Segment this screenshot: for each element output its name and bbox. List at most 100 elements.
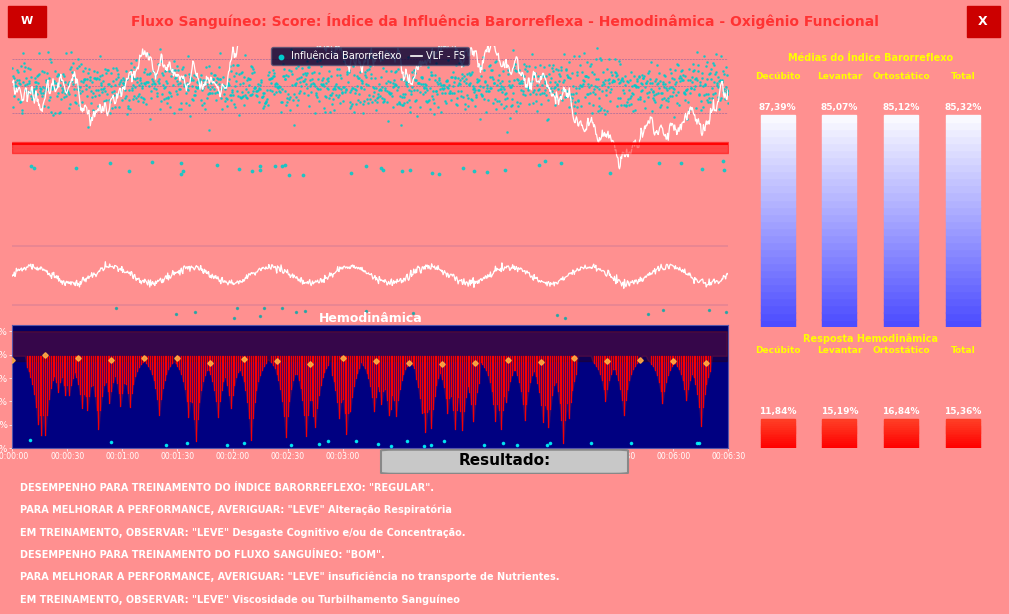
Point [297,68,313,77]
Point [641,87,657,96]
Point [574,82,590,91]
Bar [884,319,918,327]
Text: Decúbito: Decúbito [755,346,800,355]
Point [95,76,111,86]
Point [527,71,543,81]
Point [208,77,224,87]
Bar [761,136,795,143]
Point [363,74,379,84]
Bar [884,444,918,446]
Point [344,83,360,93]
Point [250,98,266,107]
Point [610,93,627,103]
Point [551,76,567,86]
Point [151,104,167,114]
Point [161,88,178,98]
Point [158,441,175,451]
Point [402,102,418,112]
Point [467,93,483,103]
Point [5,81,21,91]
Point [8,81,24,91]
Point [103,68,119,77]
Point [136,68,152,77]
Point [656,305,672,315]
Bar [945,277,980,284]
Point [383,88,400,98]
Point [474,90,490,100]
Point [461,79,477,89]
Point [273,161,290,171]
Point [157,76,174,86]
Point [456,71,472,80]
Point [180,85,196,95]
Bar [822,164,857,171]
Bar [822,277,857,284]
Point [14,105,30,115]
Point [534,80,550,90]
Point [539,82,555,92]
Point [173,98,189,108]
Point [571,83,587,93]
Point [575,76,591,85]
Point [255,91,271,101]
Point [219,101,235,111]
Point [158,65,175,75]
Point [406,85,422,95]
Point [701,305,717,315]
Point [500,76,517,86]
Point [252,75,268,85]
Point [507,60,523,69]
Point [355,99,371,109]
Point [390,82,407,92]
Bar [761,422,795,425]
Point [538,90,554,100]
Point [296,76,312,86]
Point [310,74,326,84]
Point [171,65,187,75]
Point [702,98,718,107]
Bar [884,313,918,319]
Bar [761,185,795,192]
Point [186,90,202,99]
Bar [884,164,918,171]
Point [258,96,274,106]
Point [267,88,284,98]
Point [358,79,374,88]
Point [346,107,362,117]
Point [614,73,631,83]
Point [654,94,670,104]
Legend: Influência Barorreflexo, VLF - FS: Influência Barorreflexo, VLF - FS [271,47,469,65]
Point [699,57,715,67]
Point [38,75,54,85]
Point [608,72,625,82]
Point [308,90,324,100]
Point [43,107,60,117]
Point [668,90,684,100]
Point [620,94,636,104]
Point [424,168,440,177]
Point [276,71,293,81]
Point [563,96,579,106]
Point [171,85,187,95]
Point [570,95,586,105]
Point [167,85,184,95]
Point [684,72,700,82]
Text: Médias do Índice Barorreflexo: Médias do Índice Barorreflexo [788,53,952,63]
Point [331,83,347,93]
Point [541,69,557,79]
Point [111,79,127,89]
Bar [822,421,857,422]
Point [449,100,465,110]
Bar [761,277,795,284]
Point [229,87,245,96]
Point [430,79,446,89]
Point [376,83,393,93]
Point [48,91,65,101]
Point [333,73,349,83]
Point [649,79,665,89]
Point [630,74,646,84]
Point [366,83,382,93]
Point [669,98,685,108]
Point [215,80,231,90]
Bar [884,298,918,305]
